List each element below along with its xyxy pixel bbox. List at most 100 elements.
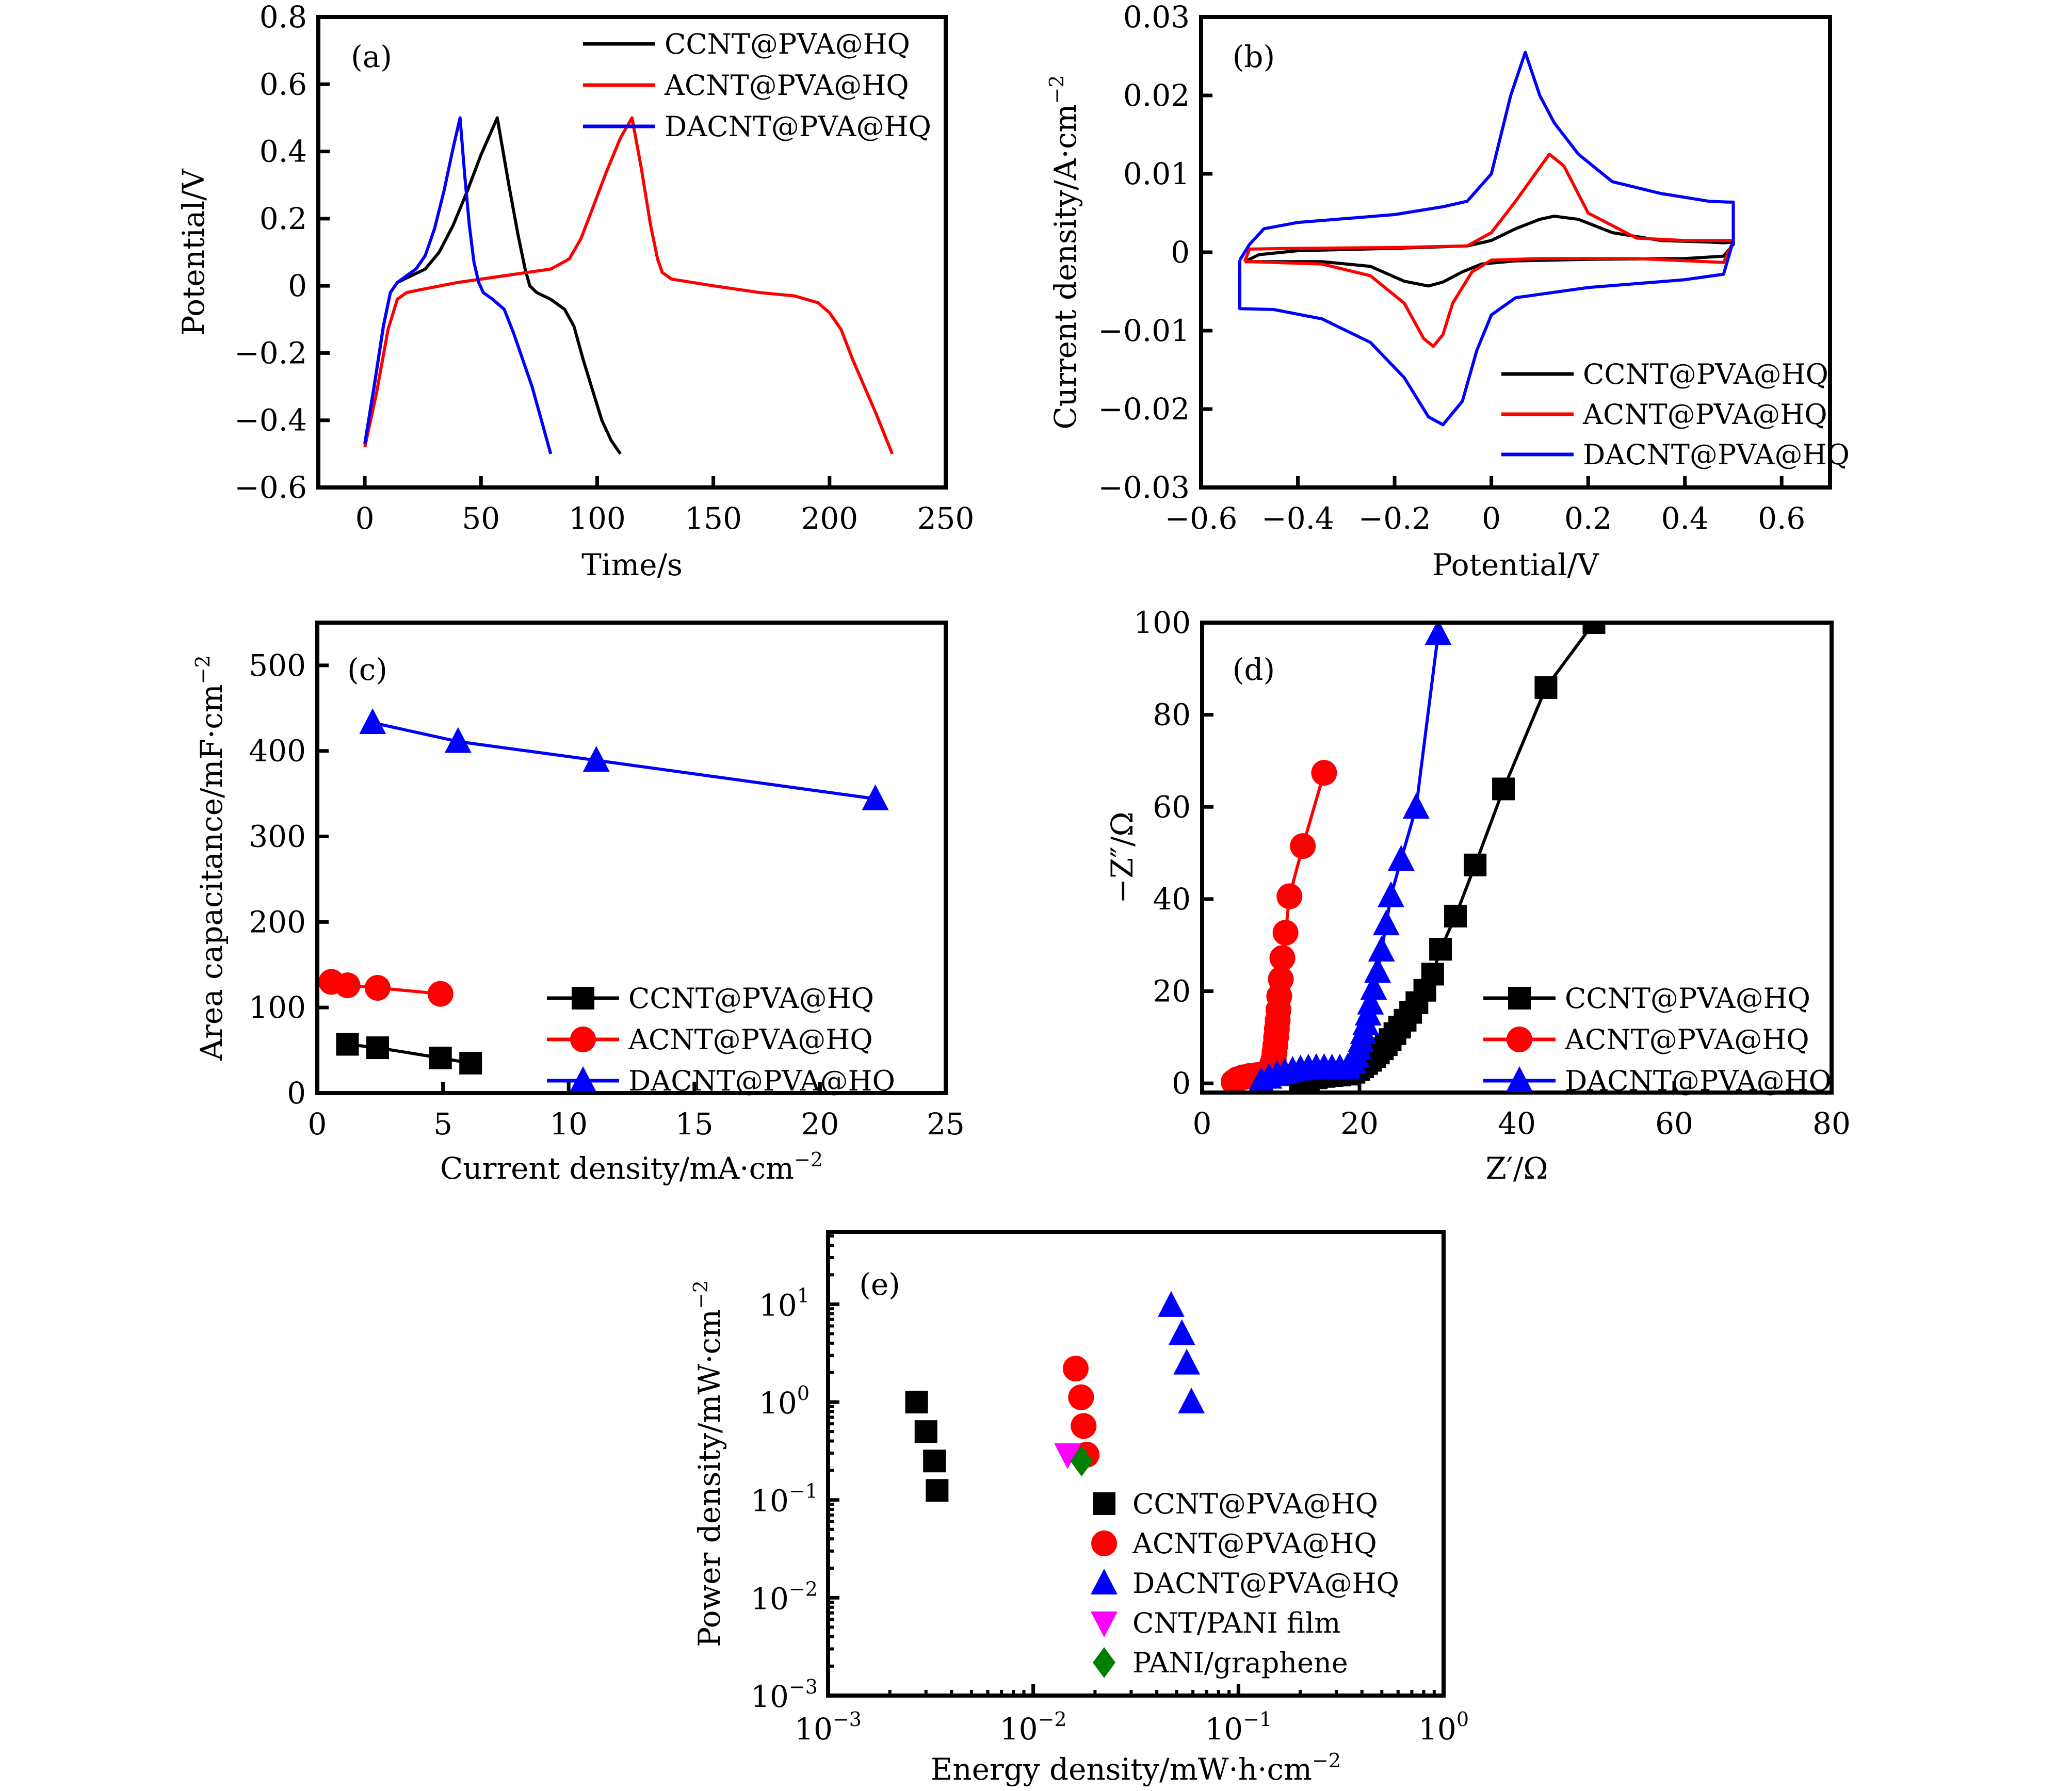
legend-item: ACNT@PVA@HQ (1483, 1023, 1809, 1056)
x-tick-label: 25 (927, 1106, 965, 1142)
legend-item: ACNT@PVA@HQ (547, 1023, 873, 1056)
data-point (582, 745, 610, 772)
series-dacnt-pva-hq (359, 708, 889, 810)
x-tick-label: 10−3 (795, 1708, 862, 1747)
legend: CCNT@PVA@HQ ACNT@PVA@HQ DACNT@PVA@HQ (1501, 358, 1850, 471)
series-ccnt-pva-hq (905, 1391, 949, 1502)
x-tick-label: 0.2 (1564, 501, 1612, 536)
data-point (1424, 623, 1452, 645)
data-point (1062, 1356, 1089, 1382)
data-point (336, 1033, 359, 1056)
data-point (1582, 623, 1606, 634)
data-point (427, 981, 454, 1007)
series-acnt-pva-hq (318, 969, 454, 1007)
y-tick-label: 0.01 (1123, 156, 1190, 191)
y-tick-label: −0.02 (1098, 392, 1190, 427)
x-axis-label: Current density/mA·cm−2 (440, 1148, 823, 1186)
y-tick-label: −0.6 (234, 470, 307, 505)
data-point (1054, 1443, 1081, 1470)
data-point (914, 1420, 937, 1443)
panel-label: (d) (1233, 652, 1275, 687)
legend-label: ACNT@PVA@HQ (664, 69, 909, 102)
series-ccnt-pva-hq (336, 1033, 482, 1074)
y-tick-label: −0.2 (234, 335, 307, 370)
x-tick-label: 80 (1812, 1106, 1851, 1141)
plot-area (905, 1291, 1205, 1502)
legend-marker (1506, 1066, 1533, 1092)
y-tick-label: 0.4 (260, 134, 307, 169)
legend-marker (570, 1066, 596, 1092)
legend-item: CCNT@PVA@HQ (1093, 1488, 1378, 1520)
y-axis-label: Power density/mW·cm−2 (689, 1280, 727, 1647)
x-tick-label: −0.2 (1358, 501, 1431, 536)
series-cnt-pani-film (1054, 1443, 1081, 1470)
panel-label: (c) (347, 652, 387, 687)
data-point (1429, 938, 1452, 961)
series-ccnt-pva-hq (363, 116, 622, 455)
legend-item: DACNT@PVA@HQ (547, 1065, 895, 1097)
data-point (1360, 974, 1387, 1000)
y-tick-label: 0.8 (260, 0, 307, 35)
panel-label: (a) (351, 39, 392, 74)
data-point (334, 972, 361, 999)
legend-item: ACNT@PVA@HQ (1501, 398, 1827, 431)
y-tick-label: 10−2 (751, 1577, 818, 1616)
data-point (1068, 1384, 1094, 1410)
series-acnt-pva-hq (363, 116, 894, 455)
y-tick-label: 200 (249, 904, 306, 939)
axes-frame (315, 621, 948, 1095)
x-tick-label: 100 (569, 501, 626, 536)
x-tick-label: 0.4 (1661, 501, 1709, 536)
x-tick-label: 20 (1340, 1106, 1379, 1141)
x-tick-label: −0.6 (1165, 501, 1238, 536)
x-tick-label: 10−2 (1000, 1708, 1067, 1747)
legend-marker (572, 987, 594, 1010)
data-point (1290, 833, 1316, 859)
legend-label: ACNT@PVA@HQ (1582, 398, 1827, 431)
series-line (372, 721, 876, 801)
data-point (905, 1391, 928, 1414)
panel-c: 0 5 10 15 20 25 0 100 200 300 400 500 (c) Current den… (191, 621, 965, 1186)
y-tick-label: 0 (288, 268, 307, 303)
y-tick-label: 400 (249, 734, 306, 769)
plot-area (363, 116, 894, 455)
data-point (1071, 1413, 1097, 1439)
legend-marker (1093, 1492, 1115, 1515)
legend-item: CCNT@PVA@HQ (1483, 982, 1810, 1015)
data-point (1272, 920, 1299, 946)
data-point (364, 975, 391, 1001)
data-point (1402, 793, 1430, 819)
legend-item: ACNT@PVA@HQ (1091, 1527, 1377, 1560)
data-point (459, 1051, 482, 1074)
y-axis-label: Area capacitance/mF·cm−2 (191, 655, 229, 1061)
x-tick-label: 15 (675, 1106, 714, 1142)
legend: CCNT@PVA@HQ ACNT@PVA@HQ DACNT@PVA@HQ (1483, 982, 1832, 1097)
legend-marker (1091, 1531, 1117, 1556)
data-point (1268, 966, 1294, 992)
legend-label: CCNT@PVA@HQ (665, 28, 910, 60)
series-dacnt-pva-hq (363, 116, 553, 454)
data-point (1444, 904, 1467, 927)
legend-label: DACNT@PVA@HQ (1583, 438, 1850, 471)
data-point (1357, 988, 1384, 1015)
series-ccnt-pva-hq (1244, 215, 1735, 288)
x-tick-label: 60 (1655, 1106, 1693, 1141)
panel-e: 10−3 10−2 10−1 100 10−3 10−2 10−1 100 101 (e) Ener… (689, 1230, 1469, 1787)
data-point (1534, 676, 1558, 699)
legend-marker (1093, 1647, 1115, 1678)
y-axis-label: Current density/A·cm−2 (1045, 75, 1083, 429)
x-tick-label: 0 (308, 1106, 327, 1142)
data-point (1387, 845, 1415, 871)
y-tick-label: 100 (249, 990, 306, 1025)
x-tick-label: −0.4 (1261, 501, 1334, 536)
legend-marker (1091, 1569, 1118, 1594)
legend-item: DACNT@PVA@HQ (1091, 1567, 1399, 1600)
plot-area (1221, 623, 1606, 1093)
series-line (363, 116, 894, 455)
y-tick-label: 100 (1134, 605, 1191, 640)
x-tick-label: 10 (549, 1106, 588, 1142)
y-tick-label: 0.03 (1123, 0, 1190, 35)
panel-b: −0.6 −0.4 −0.2 0 0.2 0.4 0.6 −0.03 −0.02 −0.01 0 0.… (1045, 0, 1850, 582)
series-line (1244, 215, 1735, 288)
